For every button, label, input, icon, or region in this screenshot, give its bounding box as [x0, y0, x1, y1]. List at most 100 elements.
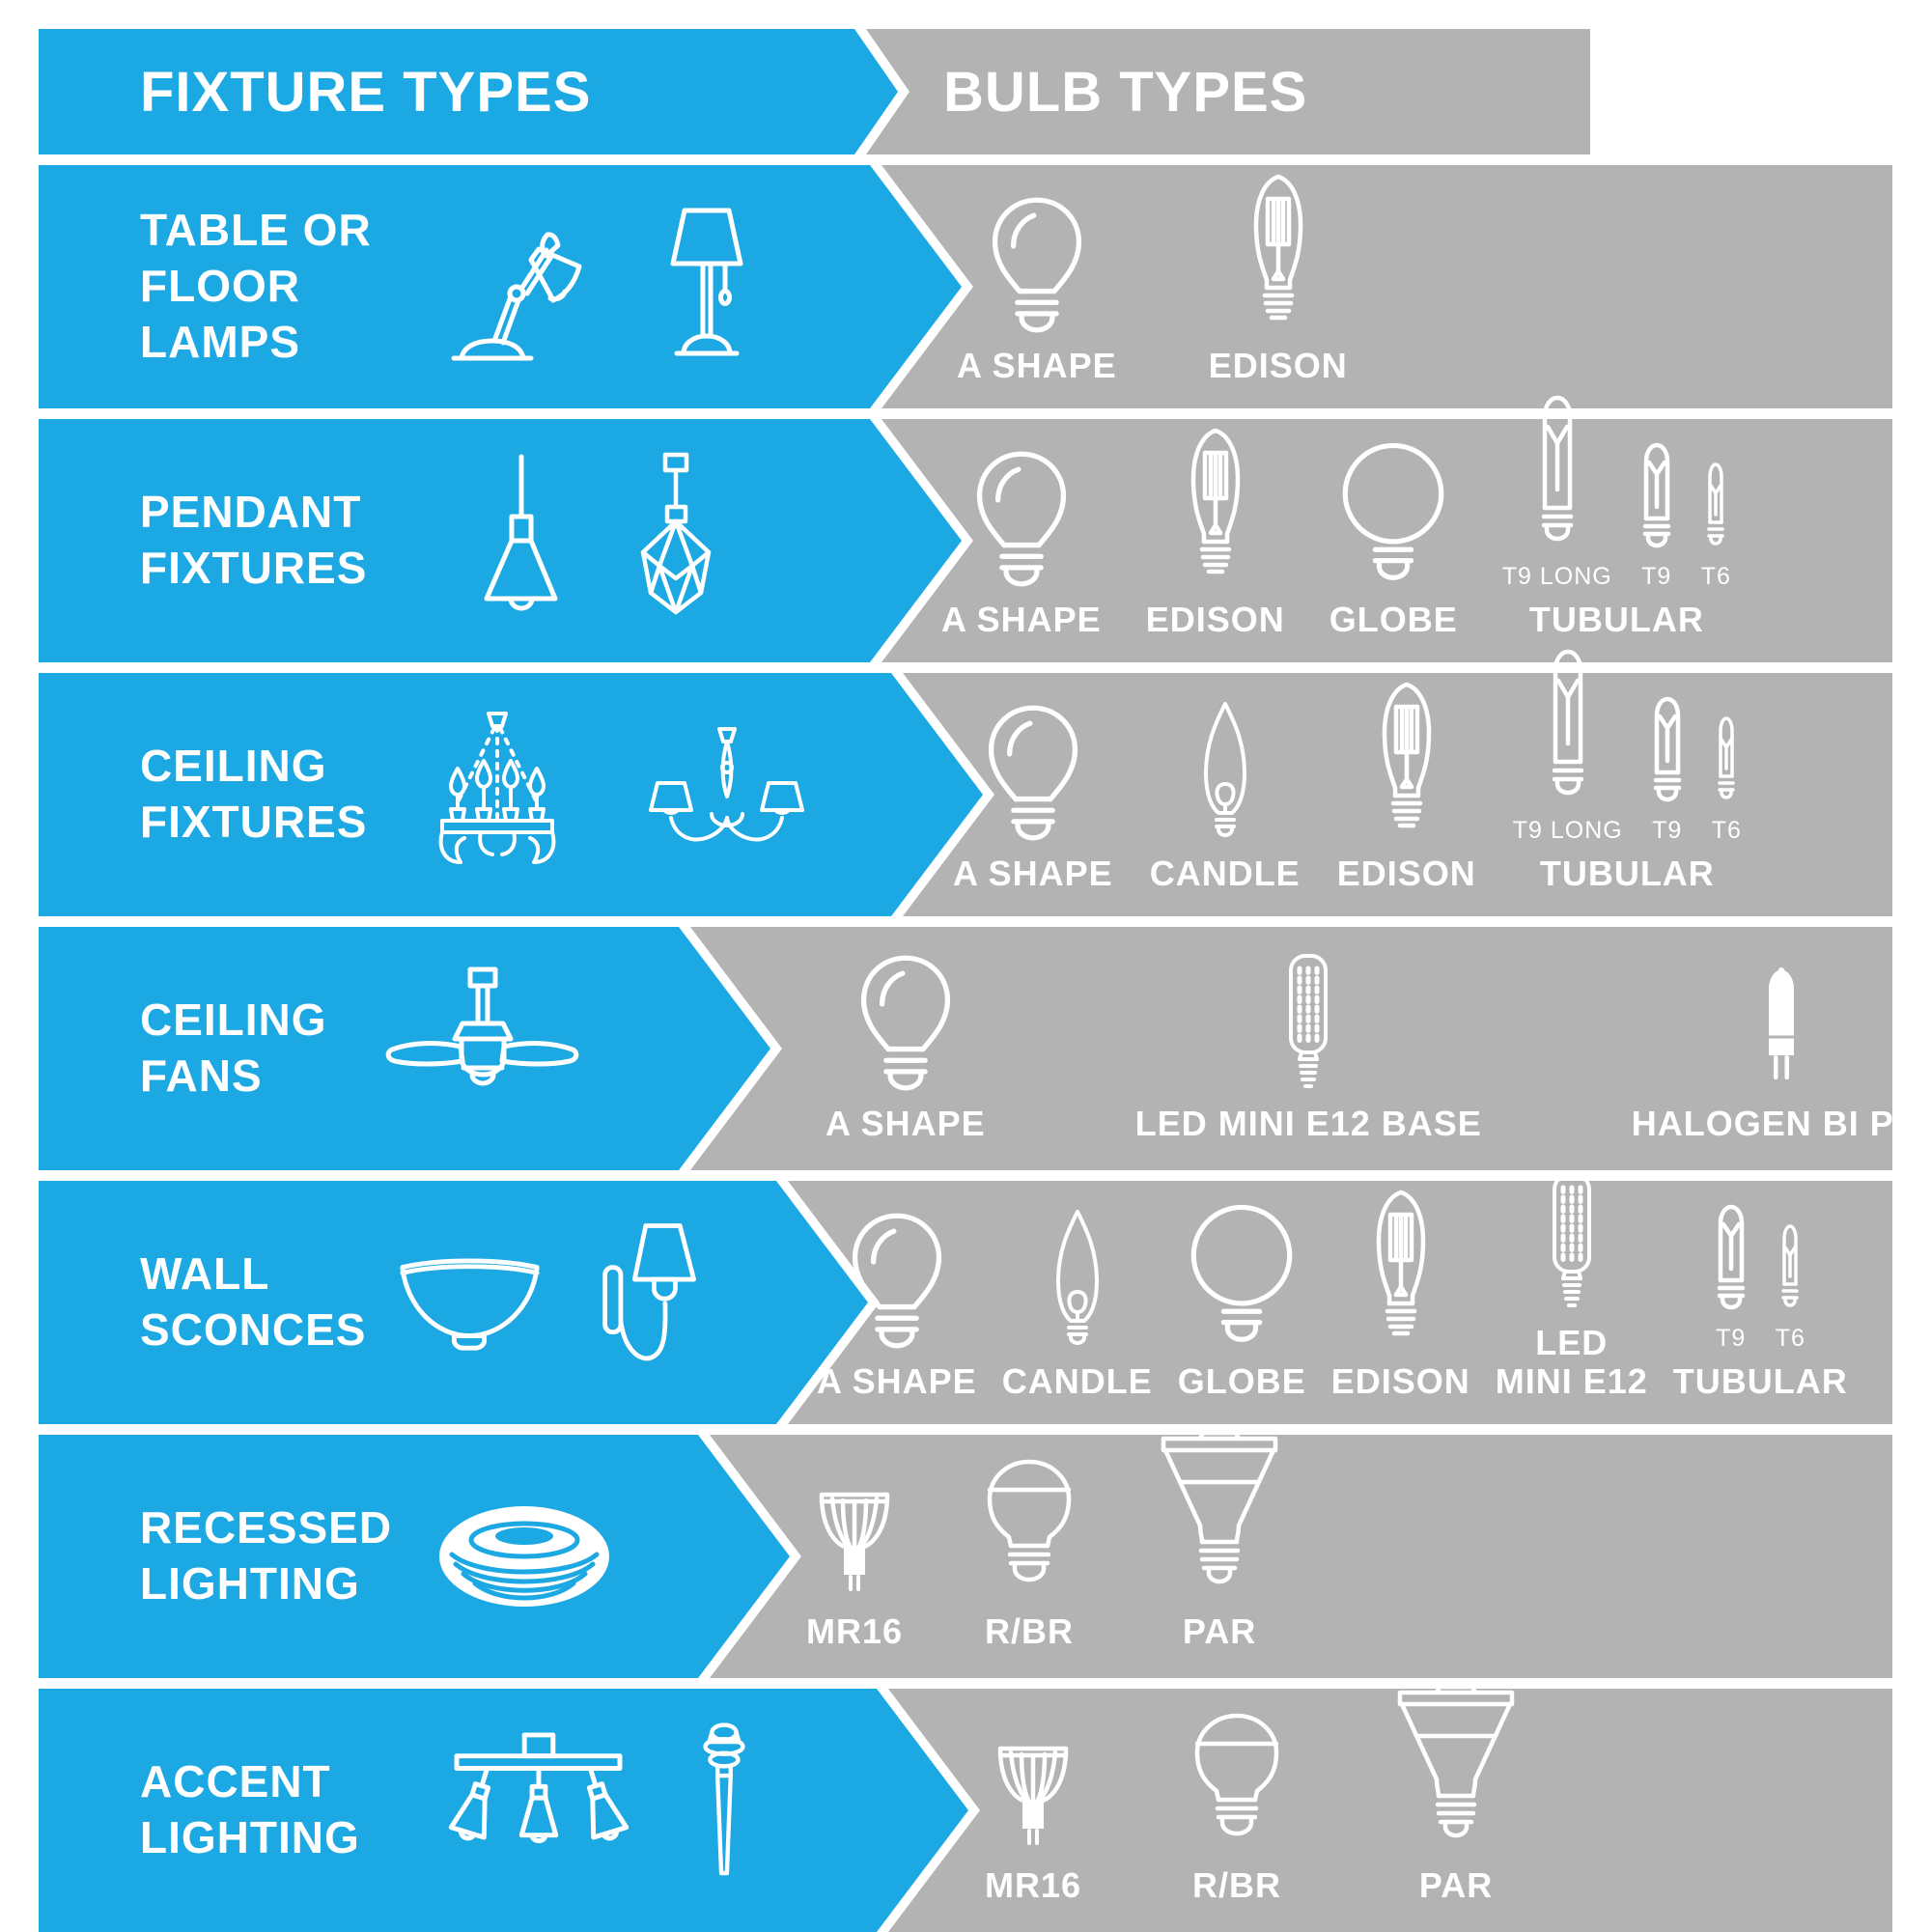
path-light-icon [690, 1720, 756, 1901]
bulb-label-led-mini-e12: LED MINI E12 [1495, 1323, 1648, 1401]
fixture-label: CEILING FANS [140, 994, 327, 1101]
fixture-types-title: FIXTURE TYPES [140, 60, 592, 124]
a-shape-icon [970, 446, 1073, 591]
bulb-band: A SHAPE EDISON GLOBE T9 LONG T9 T6 TUBULAR [882, 395, 1892, 662]
fixture-arrow-ceiling-fixtures: CEILING FIXTURES [39, 673, 994, 916]
bulb-label-halogen-bi-pin: HALOGEN BI PIN [1631, 1104, 1931, 1143]
bulb-mr16: MR16 [806, 1489, 903, 1649]
edison-icon [1244, 171, 1313, 337]
fixture-icons [435, 1501, 759, 1612]
fixture-arrow-pendant-fixtures: PENDANT FIXTURES [39, 419, 973, 662]
bulb-variants: T9 LONG T9 T6 [1513, 647, 1742, 845]
bulb-r-br: R/BR [982, 1456, 1077, 1649]
bulb-label-a-shape: A SHAPE [953, 854, 1113, 893]
bulb-label-edison: EDISON [1145, 600, 1285, 639]
fixture-row-accent-lighting: ACCENT LIGHTING MR16 R/BR PAR [39, 1684, 1892, 1932]
bulb-variant-t9: T9 [1641, 441, 1672, 591]
bulb-globe: GLOBE [1329, 440, 1458, 637]
par-icon [1392, 1683, 1520, 1857]
header-row: FIXTURE TYPES BULB TYPES [39, 29, 1892, 154]
bulb-edison: EDISON [1146, 425, 1285, 637]
bulb-led-mini-e12-base: LED MINI E12 BASE [1135, 952, 1482, 1141]
bulb-a-shape: A SHAPE [826, 950, 986, 1141]
fixture-icons [395, 1215, 851, 1390]
bulb-led-mini-e12: LED MINI E12 [1496, 1171, 1648, 1399]
mr16-icon [816, 1489, 893, 1603]
fixture-icons [439, 1720, 901, 1901]
bulb-variant-t9: T9 [1652, 695, 1683, 845]
t9-long-icon [1539, 393, 1576, 555]
fixture-icons [406, 708, 956, 882]
fixture-icons [470, 449, 871, 632]
fixture-icons [438, 203, 907, 372]
bulb-label-mr16: MR16 [985, 1865, 1082, 1905]
table-lamp-icon [651, 203, 762, 372]
t9-icon [1716, 1203, 1747, 1317]
mr16-icon [994, 1743, 1072, 1857]
bulb-edison: EDISON [1331, 1187, 1470, 1399]
globe-icon [1338, 440, 1448, 591]
fixture-arrow-fill [39, 1181, 880, 1424]
bulb-candle: CANDLE [1150, 698, 1301, 891]
bulb-label-tubular: TUBULAR [1539, 854, 1715, 893]
bulb-band: A SHAPE EDISON [882, 165, 1892, 408]
fixture-types-header-arrow: FIXTURE TYPES [39, 29, 910, 154]
fixture-arrow-fill [39, 927, 782, 1170]
chandelier-shades-icon [642, 725, 811, 865]
bulb-label-globe: GLOBE [1329, 600, 1458, 639]
bulb-label-edison: EDISON [1208, 346, 1348, 385]
bulb-a-shape: A SHAPE [941, 446, 1102, 637]
wall-sconce-icon [598, 1215, 706, 1390]
edison-icon [1366, 1187, 1436, 1353]
bulb-label-a-shape: A SHAPE [957, 346, 1117, 385]
desk-lamp-icon [438, 203, 598, 372]
bulb-globe: GLOBE [1178, 1202, 1306, 1399]
t6-icon [1717, 714, 1736, 809]
bulb-mr16: MR16 [985, 1743, 1081, 1903]
fixture-label: RECESSED LIGHTING [140, 1502, 393, 1609]
bulb-label-led-mini-e12-base: LED MINI E12 BASE [1134, 1104, 1482, 1143]
fixture-arrow-fill [39, 673, 994, 916]
candle-icon [1053, 1206, 1102, 1353]
bulb-par: PAR [1392, 1683, 1520, 1903]
fixture-arrow-fill [39, 1435, 801, 1678]
variant-label-t9: T9 [1716, 1325, 1747, 1352]
bulb-par: PAR [1156, 1429, 1283, 1649]
fixture-label: WALL SCONCES [140, 1248, 367, 1355]
bulb-types-title: BULB TYPES [943, 60, 1308, 124]
bulb-variant-t6: T6 [1701, 461, 1731, 591]
variant-label-t6: T6 [1775, 1325, 1805, 1352]
bulb-variant-t9: T9 [1716, 1203, 1747, 1353]
header-arrow-fill [39, 29, 910, 154]
variant-label-t9: T9 [1641, 563, 1672, 590]
bulb-band: MR16 R/BR PAR [710, 1430, 1892, 1678]
bulb-variant-t9-long: T9 LONG [1513, 647, 1623, 845]
fixture-label: ACCENT LIGHTING [140, 1756, 360, 1862]
fixture-row-wall-sconces: WALL SCONCES A SHAPE CANDLE GLOBE EDISON LED M… [39, 1173, 1892, 1424]
bulb-label-a-shape: A SHAPE [817, 1361, 977, 1401]
bulb-tubular: T9 LONG T9 T6 TUBULAR [1502, 393, 1731, 637]
led-mini-icon [1286, 952, 1330, 1095]
variant-label-t9: T9 [1652, 817, 1683, 844]
edison-icon [1181, 425, 1250, 591]
r-br-icon [982, 1456, 1077, 1603]
bulb-label-a-shape: A SHAPE [826, 1104, 986, 1143]
variant-label-t6: T6 [1700, 563, 1731, 590]
a-shape-icon [982, 700, 1084, 845]
a-shape-icon [986, 192, 1088, 337]
bulb-label-par: PAR [1182, 1611, 1257, 1651]
r-br-icon [1189, 1710, 1284, 1857]
fixture-icons [378, 962, 731, 1135]
variant-label-t9-long: T9 LONG [1501, 563, 1612, 590]
fixture-arrow-fill [39, 419, 973, 662]
fixture-row-table-or-floor-lamps: TABLE OR FLOOR LAMPS A SHAPE EDISON [39, 165, 1892, 408]
variant-label-t9-long: T9 LONG [1512, 817, 1623, 844]
bulb-tubular: T9 T6 TUBULAR [1673, 1203, 1848, 1399]
recessed-can-icon [435, 1501, 614, 1612]
t9-icon [1641, 441, 1672, 555]
bulb-label-r-br: R/BR [1192, 1865, 1282, 1905]
bulb-label-globe: GLOBE [1177, 1361, 1306, 1401]
bulb-edison: EDISON [1209, 171, 1348, 383]
bulb-a-shape: A SHAPE [953, 700, 1113, 891]
